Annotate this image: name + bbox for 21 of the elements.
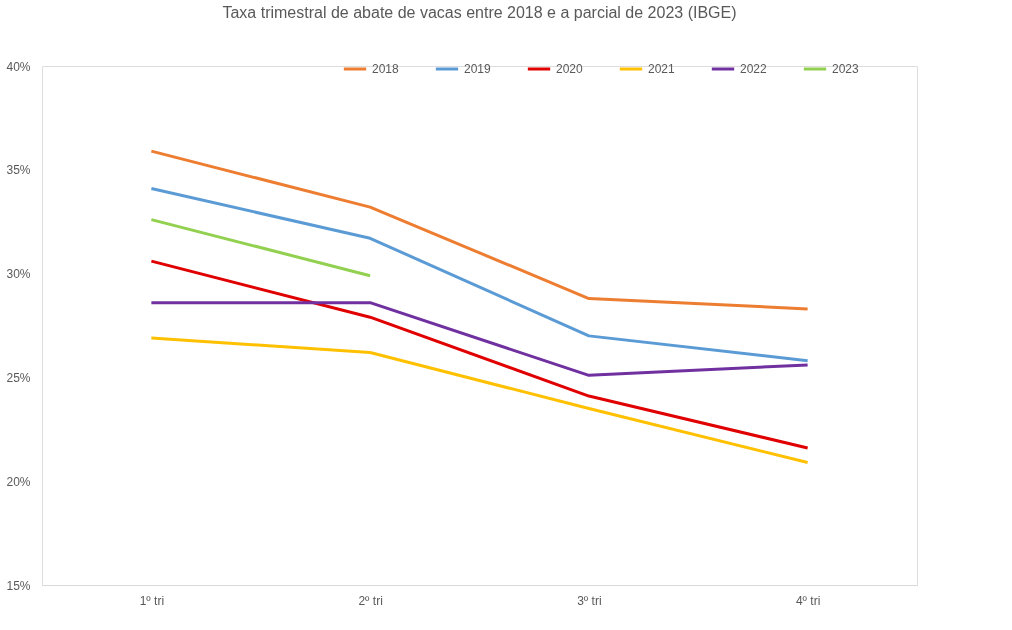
y-tick-label: 35% [6, 163, 31, 178]
legend-label: 2019 [464, 62, 492, 76]
y-tick-label: 20% [6, 474, 31, 489]
legend-label: 2020 [556, 62, 584, 76]
y-tick-label: 25% [6, 370, 31, 385]
line-series [149, 336, 810, 465]
x-tick-label: 4º tri [795, 593, 821, 608]
legend-label: 2022 [740, 62, 768, 76]
legend-label: 2018 [372, 62, 400, 76]
y-tick-label: 30% [6, 267, 31, 282]
chart-title: Taxa trimestral de abate de vacas entre 2018 e a parcial de 2023 (IBGE) [222, 4, 737, 21]
legend-label: 2021 [648, 62, 676, 76]
x-tick-label: 2º tri [358, 593, 383, 608]
y-tick-label: 40% [6, 59, 31, 74]
y-tick-label: 15% [6, 578, 31, 593]
legend-label: 2023 [832, 62, 860, 76]
line-series [149, 149, 810, 311]
x-tick-label: 1º tri [139, 593, 165, 608]
line-series [149, 259, 810, 450]
line-series [149, 186, 810, 363]
x-tick-label: 3º tri [577, 593, 602, 608]
